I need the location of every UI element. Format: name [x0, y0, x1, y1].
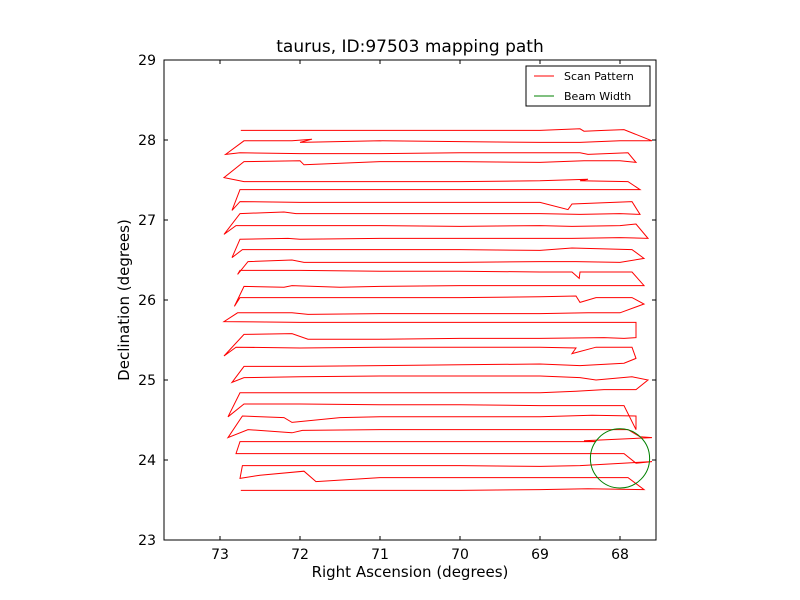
- y-tick-label: 25: [138, 373, 156, 389]
- x-tick-label: 69: [531, 547, 549, 563]
- plot-area: [222, 128, 653, 491]
- legend-label-scan-pattern: Scan Pattern: [564, 70, 634, 83]
- y-tick-label: 28: [138, 133, 156, 149]
- x-tick-label: 73: [211, 547, 229, 563]
- legend-label-beam-width: Beam Width: [564, 90, 631, 103]
- axis-ticks: 73 72 71 70 69 68 23 24 25 26 27 28 29: [138, 53, 656, 563]
- y-tick-label: 27: [138, 213, 156, 229]
- x-tick-label: 71: [371, 547, 389, 563]
- y-tick-label: 29: [138, 53, 156, 69]
- y-tick-label: 24: [138, 453, 156, 469]
- y-tick-label: 23: [138, 533, 156, 549]
- legend-box: [525, 65, 651, 107]
- x-tick-label: 68: [611, 547, 629, 563]
- x-tick-label: 70: [451, 547, 469, 563]
- legend: Scan Pattern Beam Width: [525, 65, 651, 107]
- x-tick-label: 72: [291, 547, 309, 563]
- x-axis-label: Right Ascension (degrees): [312, 563, 509, 581]
- y-tick-label: 26: [138, 293, 156, 309]
- y-axis-label: Declination (degrees): [115, 219, 133, 381]
- beam-width-circle: [589, 428, 651, 489]
- scan-pattern-line: [222, 128, 653, 491]
- chart-title: taurus, ID:97503 mapping path: [276, 37, 544, 57]
